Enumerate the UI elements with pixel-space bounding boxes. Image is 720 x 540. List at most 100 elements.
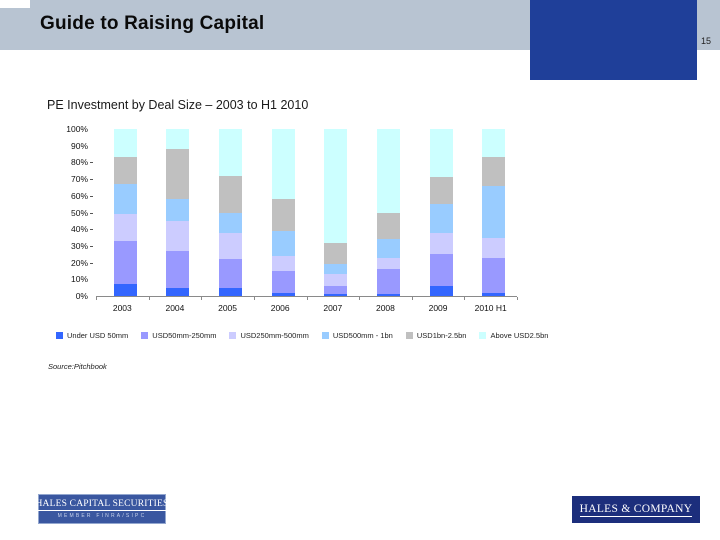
stacked-bar-2010-h1 [482, 129, 506, 296]
stacked-bar-2006 [271, 129, 295, 296]
legend-swatch [229, 332, 237, 339]
x-axis-label: 2004 [165, 303, 185, 313]
slide-title: Guide to Raising Capital [40, 13, 265, 34]
legend-label: USD1bn-2.5bn [416, 331, 467, 340]
bar-segment [429, 285, 453, 296]
x-axis-tick [201, 297, 203, 300]
accent-box [530, 0, 697, 80]
bar-segment [166, 149, 190, 200]
bar-segment [376, 269, 400, 295]
legend-item: USD50mm-250mm [141, 331, 216, 340]
stacked-bar-2003 [113, 129, 137, 296]
legend-item: Under USD 50mm [56, 331, 128, 340]
bar-segment [166, 199, 190, 221]
x-axis-tick [306, 297, 308, 300]
bar-segment [271, 292, 295, 296]
legend-item: USD1bn-2.5bn [405, 331, 467, 340]
bar-segment [271, 255, 295, 271]
bar-segment [376, 294, 400, 296]
bar-segment [113, 214, 137, 241]
x-axis-label: 2010 H1 [474, 303, 507, 313]
logo-right-text: HALES & COMPANY [579, 502, 693, 517]
y-axis-label: 70% [70, 174, 88, 185]
bar-segment [219, 129, 243, 176]
bar-segment [166, 220, 190, 251]
bar-segment [482, 129, 506, 158]
bar-segment [429, 177, 453, 205]
bar-segment [482, 185, 506, 238]
y-axis-label: 20% [70, 257, 88, 268]
bar-segment [113, 129, 137, 158]
y-axis-tick [90, 179, 93, 181]
bar-segment [376, 257, 400, 270]
logo-left-line1: HALES CAPITAL SECURITIES [35, 499, 169, 511]
stacked-bar-2007 [324, 129, 348, 296]
legend-label: Above USD2.5bn [490, 331, 549, 340]
bar-segment [324, 129, 348, 243]
legend-swatch [405, 332, 413, 339]
legend-label: Under USD 50mm [67, 331, 129, 340]
bar-segment [219, 212, 243, 233]
bar-segment [376, 239, 400, 258]
y-axis-label: 50% [70, 207, 88, 218]
y-axis-label: 100% [66, 124, 88, 134]
y-axis-tick [90, 212, 93, 214]
x-axis-label: 2003 [112, 303, 132, 313]
legend-swatch [321, 332, 329, 339]
bar-segment [113, 184, 137, 215]
legend-item: USD250mm-500mm [229, 331, 309, 340]
chart-legend: Under USD 50mm USD50mm-250mm USD250mm-500m… [56, 331, 561, 340]
bar-segment [324, 294, 348, 296]
bar-segment [219, 259, 243, 288]
bar-segment [324, 286, 348, 295]
bar-segment [271, 129, 295, 200]
bar-segment [376, 129, 400, 213]
x-axis-tick [359, 297, 361, 300]
bar-segment [113, 284, 137, 296]
y-axis-tick [90, 162, 93, 164]
x-axis-tick [96, 297, 97, 300]
bar-segment [482, 157, 506, 186]
bar-segment [271, 270, 295, 293]
legend-swatch [479, 332, 487, 339]
legend-item: USD500mm - 1bn [321, 331, 393, 340]
logo-left-line2: MEMBER FINRA/SIPC [57, 513, 147, 519]
stacked-bar-2009 [429, 129, 453, 296]
bar-segment [219, 287, 243, 296]
y-axis-label: 60% [70, 190, 88, 201]
y-axis-label: 10% [70, 274, 88, 285]
bar-segment [271, 199, 295, 231]
stacked-bar-2008 [376, 129, 400, 296]
bar-segment [324, 274, 348, 286]
y-axis-label: 40% [70, 224, 88, 235]
bar-segment [113, 157, 137, 185]
source-note: Source:Pitchbook [48, 362, 107, 371]
y-axis-label: 80% [70, 157, 88, 168]
bar-segment [166, 129, 190, 150]
page-number: 15 [701, 36, 712, 46]
y-axis-tick [90, 195, 93, 197]
x-axis-tick [517, 297, 518, 300]
bar-segment [219, 175, 243, 213]
bar-segment [429, 232, 453, 255]
bar-segment [376, 212, 400, 240]
y-axis-label: 30% [70, 240, 88, 251]
bar-segment [482, 257, 506, 293]
hales-capital-securities-logo: HALES CAPITAL SECURITIES MEMBER FINRA/SI… [35, 494, 169, 524]
x-axis-label: 2009 [428, 303, 448, 313]
bar-segment [271, 230, 295, 256]
bar-segment [429, 204, 453, 233]
y-axis-label: 90% [70, 140, 88, 151]
bar-segment [166, 250, 190, 288]
legend-swatch [56, 332, 63, 339]
corner-notch [0, 0, 30, 8]
bar-segment [219, 232, 243, 260]
y-axis-tick [90, 262, 93, 264]
x-axis-label: 2006 [270, 303, 290, 313]
x-axis-tick [464, 297, 466, 300]
bar-segment [482, 292, 506, 296]
legend-item: Above USD2.5bn [479, 331, 548, 340]
x-axis-line [96, 296, 517, 297]
legend-label: USD500mm - 1bn [332, 331, 393, 340]
